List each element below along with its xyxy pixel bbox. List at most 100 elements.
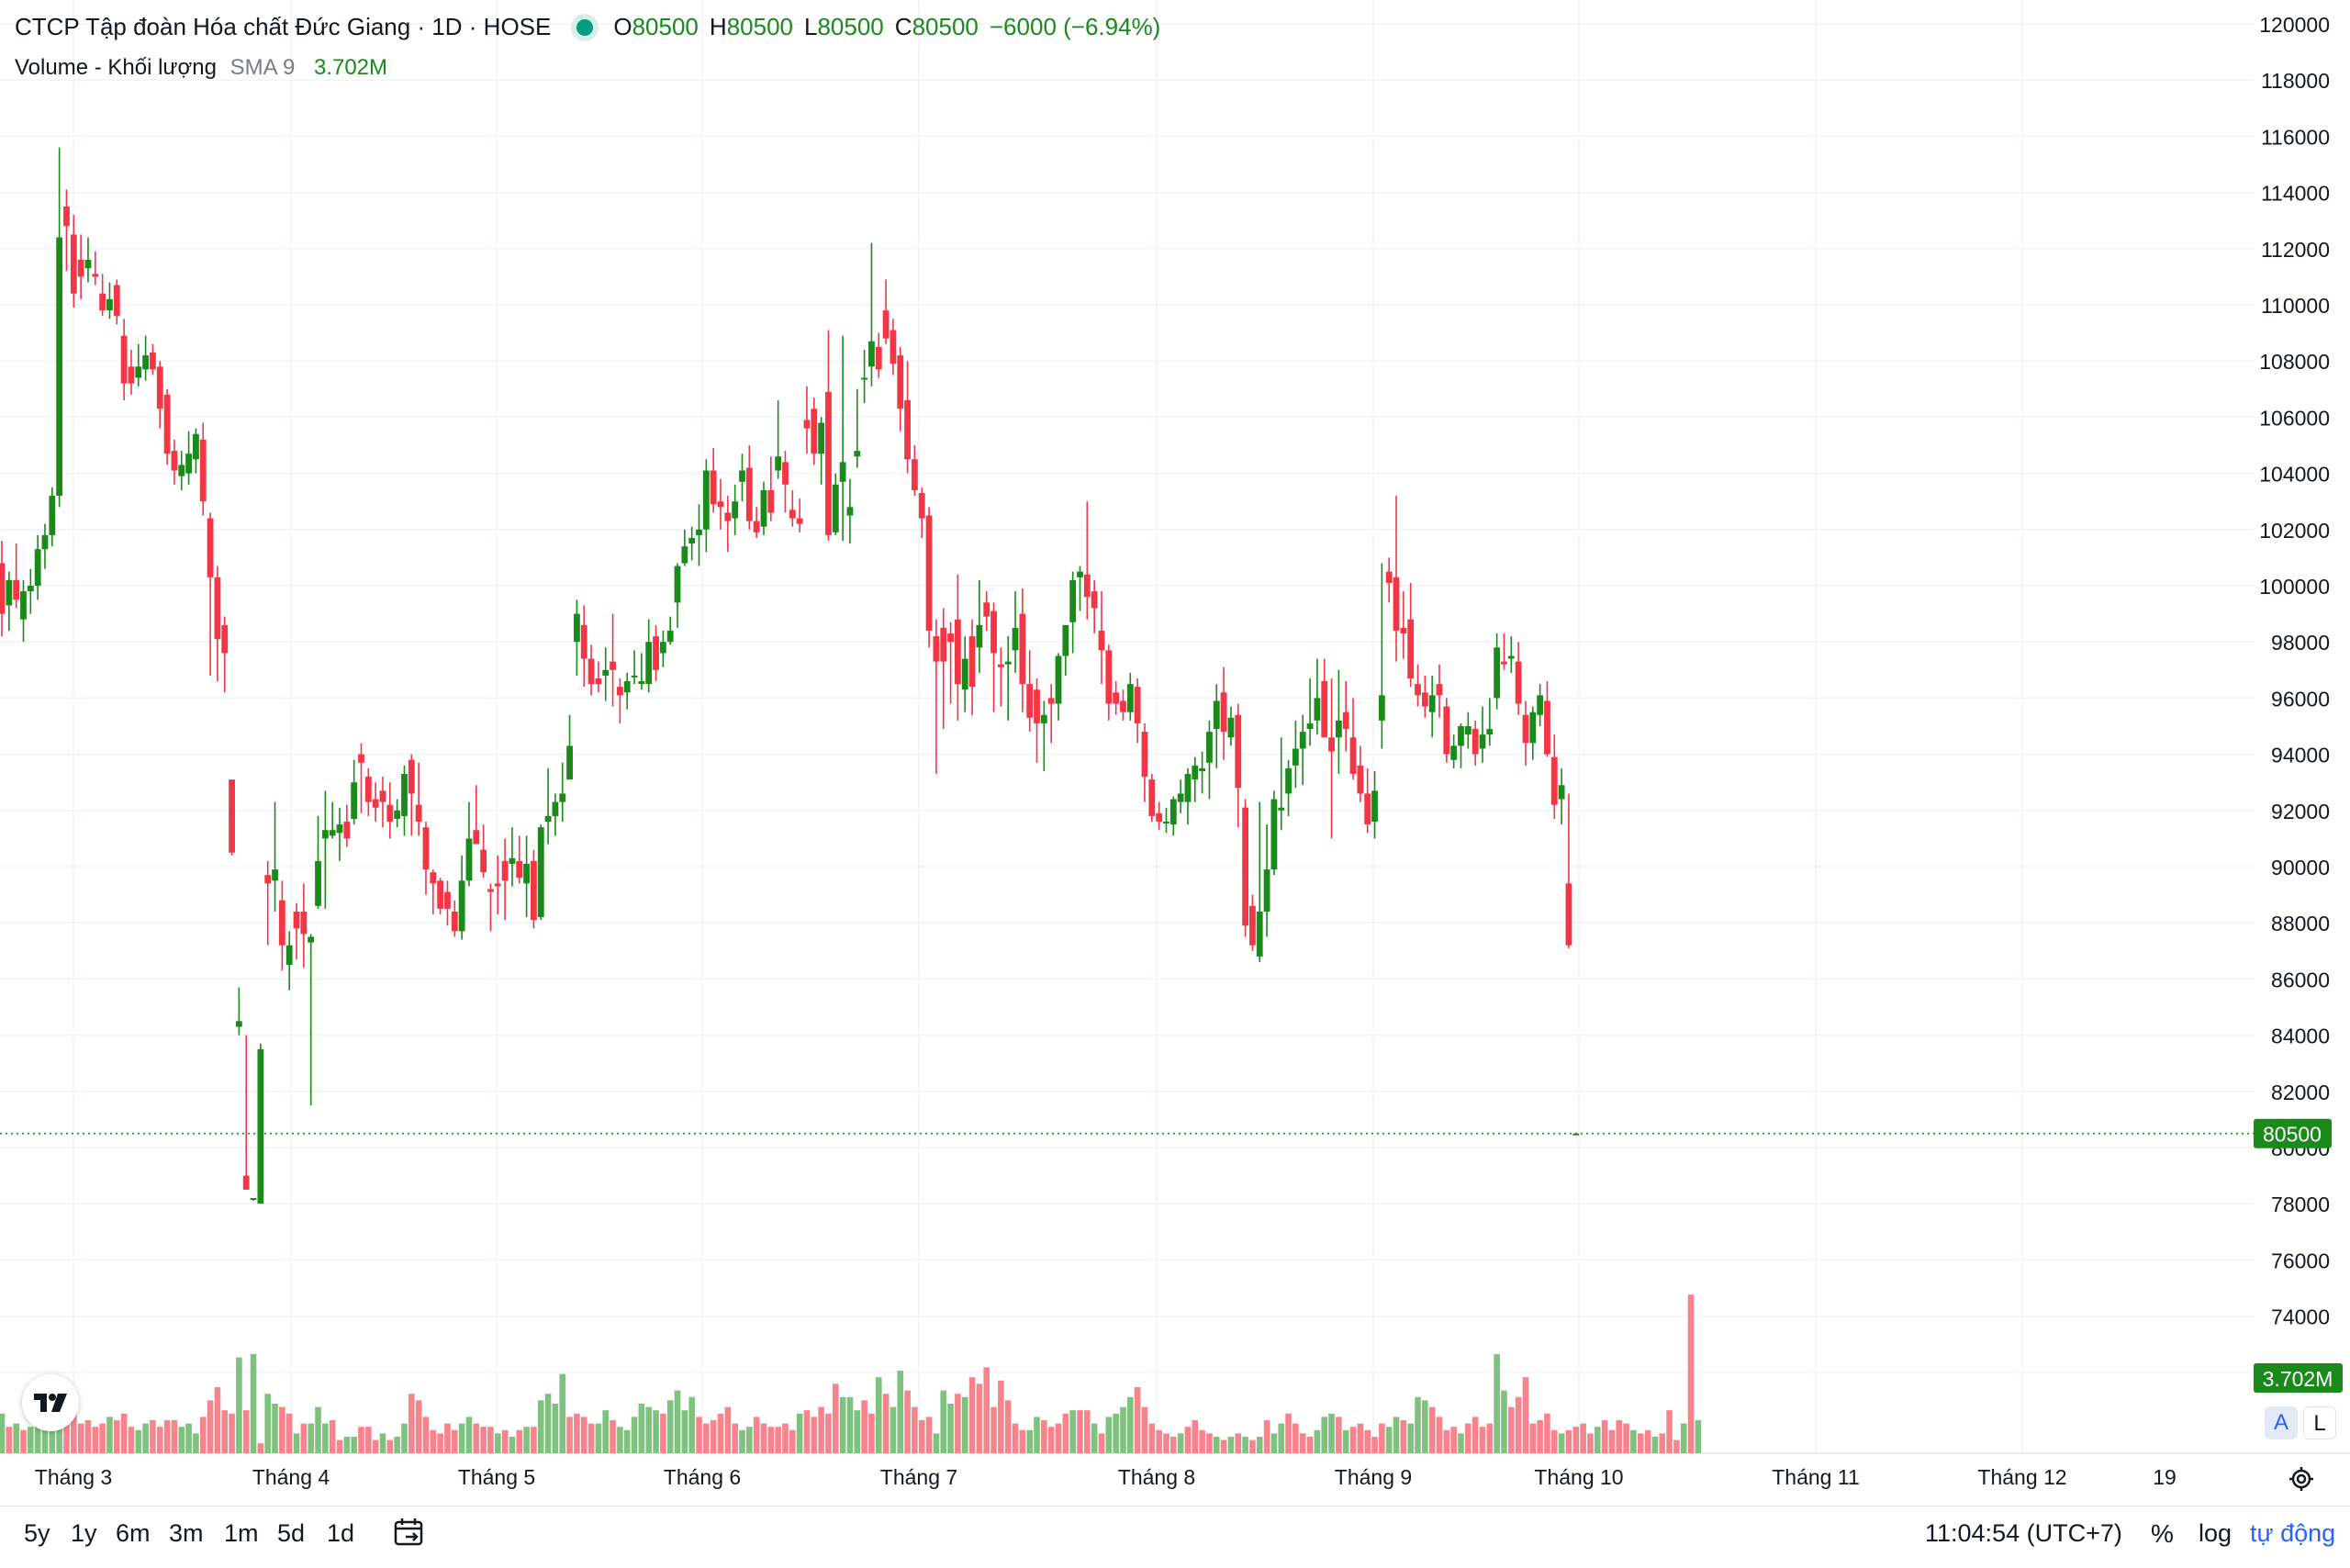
volume-bar — [156, 1427, 163, 1453]
close-value: 80500 — [912, 13, 979, 40]
candle-body — [516, 860, 523, 879]
candle-body — [1156, 812, 1163, 823]
volume-indicator-name[interactable]: Volume - Khối lượng — [15, 55, 217, 80]
volume-bar — [1400, 1420, 1407, 1453]
price-tick-label: 88000 — [2271, 912, 2330, 935]
timeframe-1y-button[interactable]: 1y — [71, 1519, 97, 1547]
candle-body — [113, 285, 120, 317]
volume-bar — [1199, 1429, 1205, 1453]
timeframe-3m-button[interactable]: 3m — [169, 1519, 204, 1547]
candle-body — [394, 810, 401, 819]
candle-body — [207, 518, 214, 577]
volume-bar — [250, 1354, 257, 1453]
timeframe-1m-button[interactable]: 1m — [224, 1519, 259, 1547]
candle-body — [1378, 695, 1385, 721]
candle-body — [221, 624, 229, 654]
timeframe-5d-button[interactable]: 5d — [277, 1519, 306, 1547]
candle-body — [1026, 684, 1034, 718]
volume-bar — [135, 1429, 142, 1453]
volume-bar — [1458, 1433, 1464, 1453]
volume-bar — [272, 1404, 278, 1453]
candle-body — [1163, 822, 1169, 824]
candle-body — [1472, 729, 1479, 755]
candle-body — [1306, 722, 1314, 730]
candle-body — [300, 911, 308, 935]
volume-bar — [1494, 1354, 1500, 1453]
percent-scale-button[interactable]: % — [2151, 1519, 2174, 1548]
volume-bar — [846, 1396, 854, 1453]
volume-bar — [1651, 1437, 1659, 1453]
volume-bar — [825, 1413, 832, 1453]
volume-bar — [185, 1423, 192, 1453]
timeframe-6m-button[interactable]: 6m — [116, 1519, 151, 1547]
volume-bar — [128, 1427, 135, 1453]
volume-bar — [775, 1427, 781, 1453]
candle-body — [1421, 692, 1428, 707]
candle-body — [315, 860, 321, 906]
candle-body — [285, 945, 293, 966]
volume-bar — [940, 1390, 947, 1453]
volume-bar — [1508, 1406, 1515, 1453]
candle-body — [329, 830, 336, 836]
volume-bar — [329, 1420, 336, 1453]
volume-bar — [918, 1420, 925, 1453]
candle-body — [1314, 698, 1321, 721]
volume-bar — [41, 1417, 49, 1453]
timeframe-1d-button[interactable]: 1d — [327, 1519, 355, 1547]
volume-bar — [1213, 1437, 1220, 1453]
volume-bar — [113, 1420, 120, 1453]
candle-body — [1349, 737, 1357, 775]
candle-body — [631, 675, 638, 678]
candle-body — [1335, 720, 1342, 738]
candle-body — [437, 880, 444, 909]
price-tick-label: 90000 — [2271, 856, 2330, 879]
volume-bar — [1565, 1429, 1572, 1453]
calendar-range-icon[interactable] — [393, 1517, 426, 1548]
volume-bar — [516, 1429, 523, 1453]
volume-bar — [13, 1423, 19, 1453]
clock-label[interactable]: 11:04:54 (UTC+7) — [1925, 1519, 2122, 1547]
candle-body — [659, 642, 666, 654]
log-button[interactable]: log — [2199, 1519, 2232, 1547]
volume-bar — [1587, 1433, 1594, 1453]
volume-bar — [372, 1439, 379, 1453]
volume-bar — [1515, 1396, 1522, 1453]
chart-grid — [0, 0, 2350, 1454]
volume-bar — [293, 1433, 300, 1453]
volume-bar — [1192, 1420, 1199, 1453]
volume-bar — [1084, 1410, 1091, 1453]
candle-body — [983, 602, 990, 617]
volume-bar — [1069, 1410, 1076, 1453]
price-tick-label: 120000 — [2259, 13, 2330, 37]
volume-bar — [796, 1413, 803, 1453]
last-price-label: 80500 — [2263, 1123, 2322, 1147]
volume-bar — [998, 1380, 1004, 1453]
tradingview-logo-icon[interactable] — [22, 1374, 79, 1431]
candle-body — [142, 355, 149, 370]
candle-body — [616, 687, 623, 696]
time-tick-label: Tháng 11 — [1772, 1465, 1859, 1489]
volume-badge — [2254, 1363, 2343, 1393]
volume-bar — [531, 1427, 537, 1453]
auto-button[interactable]: tự động — [2250, 1519, 2336, 1547]
gear-icon[interactable] — [2288, 1465, 2315, 1493]
volume-bar — [1364, 1429, 1371, 1453]
price-tick-label: 76000 — [2271, 1249, 2330, 1272]
open-label: O — [613, 13, 632, 40]
candle-body — [782, 462, 789, 485]
time-tick-label: Tháng 9 — [1335, 1465, 1412, 1489]
volume-bar — [968, 1377, 976, 1453]
symbol-title[interactable]: CTCP Tập đoàn Hóa chất Đức Giang · 1D · … — [15, 13, 552, 40]
volume-bar — [789, 1429, 796, 1453]
volume-bar — [458, 1423, 465, 1453]
price-tick-label: 108000 — [2259, 350, 2330, 374]
timeframe-5y-button[interactable]: 5y — [24, 1519, 50, 1547]
log-scale-button[interactable]: L — [2303, 1406, 2336, 1439]
candle-body — [1321, 681, 1328, 738]
volume-bar — [1608, 1429, 1616, 1453]
candle-body — [1328, 737, 1335, 752]
volume-bar — [1680, 1423, 1687, 1453]
auto-scale-button[interactable]: A — [2265, 1406, 2298, 1439]
candle-body — [415, 804, 422, 823]
